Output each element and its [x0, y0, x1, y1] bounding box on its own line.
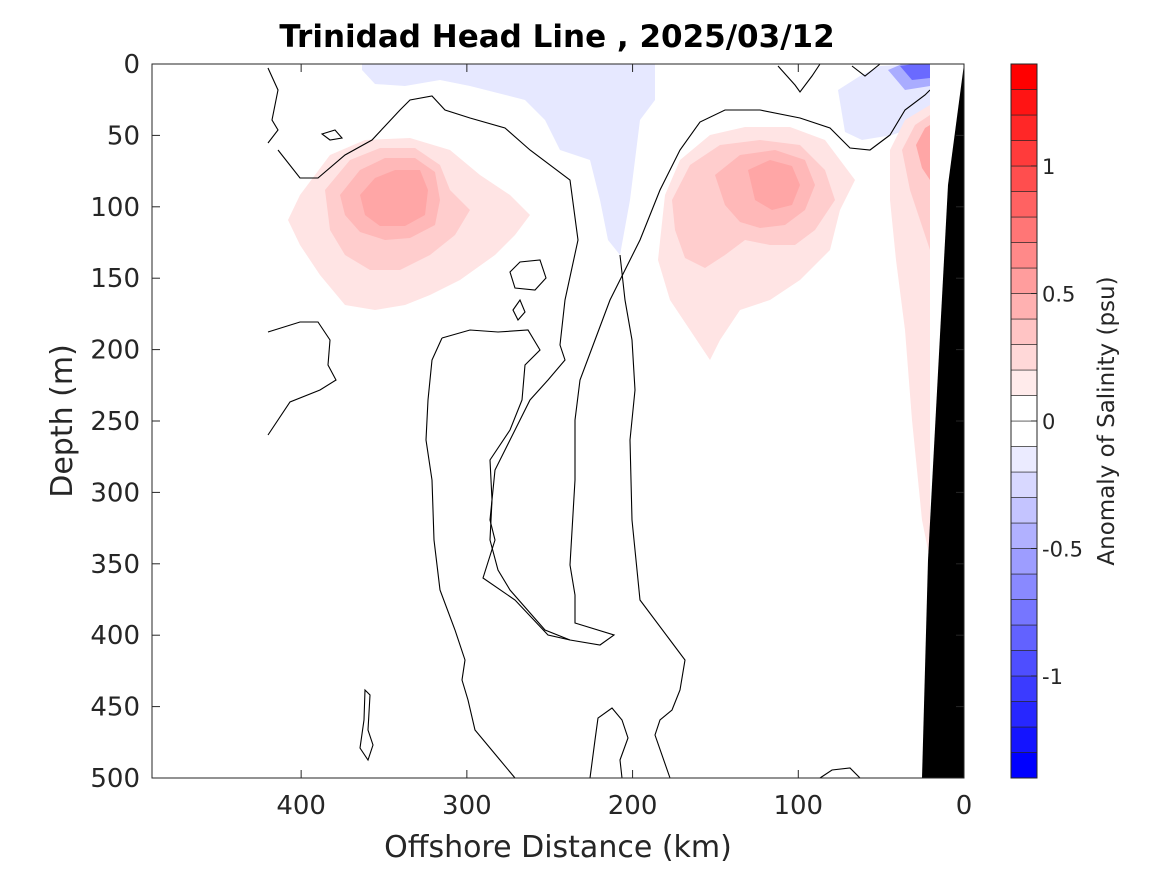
zero-contour	[277, 89, 931, 646]
zero-contour	[819, 767, 861, 779]
zero-contour	[589, 707, 629, 779]
zero-contour	[619, 254, 686, 779]
colorbar-band	[1010, 395, 1038, 422]
colorbar-tick-label: 0	[1042, 410, 1055, 434]
zero-contour	[512, 298, 526, 321]
colorbar-band	[1010, 548, 1038, 575]
colorbar-band	[1010, 242, 1038, 269]
x-tick-label: 400	[276, 791, 326, 821]
colorbar-band	[1010, 752, 1038, 779]
y-tick-label: 100	[90, 193, 140, 223]
colorbar-band	[1010, 114, 1038, 141]
zero-contour	[267, 321, 337, 436]
y-axis: 0 50 100 150 200 250 300 350 400 450 500	[90, 50, 964, 794]
colorbar-band	[1010, 446, 1038, 473]
positive-anomaly-core-central	[748, 160, 800, 210]
y-tick-label: 400	[90, 621, 140, 651]
colorbar: 1 0.5 0 -0.5 -1 Anomaly of Salinity (psu)	[1010, 63, 1120, 779]
colorbar-band	[1010, 599, 1038, 626]
zero-contour	[359, 688, 374, 762]
chart-title: Trinidad Head Line , 2025/03/12	[279, 19, 834, 55]
colorbar-band	[1010, 369, 1038, 396]
colorbar-band	[1010, 701, 1038, 728]
colorbar-band	[1010, 293, 1038, 320]
colorbar-band	[1010, 522, 1038, 549]
colorbar-band	[1010, 63, 1038, 90]
zero-contour	[320, 129, 344, 141]
y-tick-label: 200	[90, 336, 140, 366]
x-tick-label: 100	[773, 791, 823, 821]
colorbar-tick-label: -1	[1042, 665, 1063, 689]
negative-anomaly-strong-nearshore	[900, 64, 930, 80]
zero-contour	[267, 67, 279, 144]
anomaly-fills	[288, 64, 930, 560]
colorbar-band	[1010, 497, 1038, 524]
colorbar-tick-label: 1	[1042, 155, 1055, 179]
x-tick-label: 0	[956, 791, 973, 821]
zero-contour	[425, 337, 516, 779]
y-tick-label: 50	[107, 121, 140, 151]
negative-anomaly-region-offshore	[362, 64, 655, 255]
y-tick-label: 350	[90, 550, 140, 580]
y-axis-label: Depth (m)	[45, 344, 80, 498]
colorbar-tick-label: -0.5	[1042, 538, 1083, 562]
colorbar-band	[1010, 726, 1038, 753]
colorbar-band	[1010, 650, 1038, 677]
colorbar-band	[1010, 140, 1038, 167]
y-tick-label: 500	[90, 764, 140, 794]
colorbar-band	[1010, 675, 1038, 702]
bathymetry	[922, 64, 964, 778]
zero-contour-lines	[267, 63, 931, 779]
colorbar-band	[1010, 216, 1038, 243]
colorbar-tick-label: 0.5	[1042, 283, 1075, 307]
colorbar-band	[1010, 191, 1038, 218]
colorbar-band	[1010, 420, 1038, 447]
colorbar-band	[1010, 318, 1038, 345]
x-axis-label: Offshore Distance (km)	[384, 830, 732, 865]
x-tick-label: 200	[608, 791, 658, 821]
colorbar-band	[1010, 267, 1038, 294]
y-tick-label: 0	[123, 50, 140, 80]
colorbar-band	[1010, 165, 1038, 192]
zero-contour	[441, 329, 571, 641]
y-tick-label: 250	[90, 407, 140, 437]
zero-contour	[509, 259, 547, 291]
positive-anomaly-core-west	[360, 170, 428, 226]
zero-contour	[777, 63, 821, 93]
y-tick-label: 150	[90, 264, 140, 294]
colorbar-band	[1010, 89, 1038, 116]
y-tick-label: 300	[90, 478, 140, 508]
colorbar-band	[1010, 471, 1038, 498]
positive-anomaly-core-coastal	[916, 125, 930, 180]
colorbar-band	[1010, 344, 1038, 371]
zero-contour	[851, 63, 881, 77]
x-axis: 400 300 200 100 0	[276, 64, 972, 821]
colorbar-ticks: 1 0.5 0 -0.5 -1	[1031, 155, 1083, 689]
colorbar-band	[1010, 624, 1038, 651]
plot-area	[151, 63, 965, 779]
colorbar-label: Anomaly of Salinity (psu)	[1094, 276, 1120, 565]
colorbar-band	[1010, 573, 1038, 600]
colorbar-bands	[1010, 63, 1038, 779]
y-tick-label: 450	[90, 693, 140, 723]
x-tick-label: 300	[442, 791, 492, 821]
